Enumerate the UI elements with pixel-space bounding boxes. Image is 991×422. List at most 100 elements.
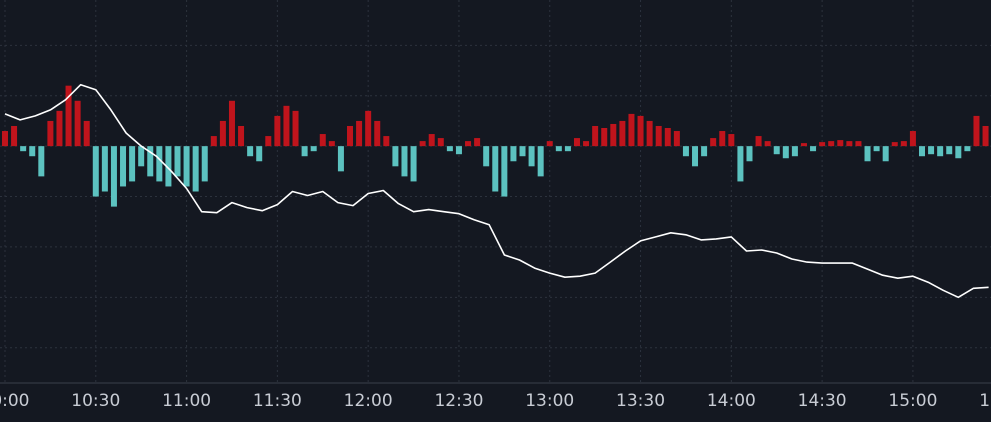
bar	[592, 125, 599, 147]
bar	[810, 146, 817, 152]
bar	[937, 146, 944, 157]
bar	[138, 146, 145, 167]
bar	[573, 138, 580, 147]
bar	[773, 146, 780, 155]
bar	[310, 146, 317, 152]
bar	[483, 146, 490, 167]
bar	[47, 120, 54, 147]
bar	[564, 146, 571, 152]
bar	[74, 100, 81, 147]
bar	[238, 125, 245, 147]
bar	[301, 146, 308, 157]
bar	[701, 146, 708, 157]
bar	[210, 136, 217, 147]
bar	[219, 120, 226, 147]
bar	[446, 146, 453, 152]
bar	[737, 146, 744, 182]
x-tick-label: 12:00	[344, 391, 393, 411]
bar	[419, 141, 426, 147]
bar	[101, 146, 108, 192]
bar	[201, 146, 208, 182]
bar	[891, 142, 898, 147]
bar	[283, 105, 290, 147]
bar	[174, 146, 181, 177]
bar	[110, 146, 117, 207]
bar	[909, 131, 916, 147]
x-tick-label: 11:00	[162, 391, 211, 411]
bar	[392, 146, 399, 167]
x-tick-label: 10:30	[71, 391, 120, 411]
bar	[646, 120, 653, 147]
bar	[383, 136, 390, 147]
bar	[192, 146, 199, 192]
bar	[846, 141, 853, 147]
bar	[800, 143, 807, 147]
bar	[610, 123, 617, 147]
bar	[328, 141, 335, 147]
bar	[374, 120, 381, 147]
bar	[519, 146, 526, 157]
bar	[692, 146, 699, 167]
bar	[165, 146, 172, 187]
bar	[147, 146, 154, 177]
bar	[728, 134, 735, 147]
bar	[882, 146, 889, 162]
bar	[764, 141, 771, 147]
bar	[837, 140, 844, 147]
bar	[56, 110, 63, 147]
bar	[637, 115, 644, 147]
bar	[20, 146, 27, 152]
bar	[410, 146, 417, 182]
bar	[29, 146, 36, 157]
bar	[710, 138, 717, 147]
bar	[256, 146, 263, 162]
bar	[528, 146, 535, 167]
x-tick-label: 15:30	[979, 391, 991, 411]
x-tick-label: 12:30	[434, 391, 483, 411]
bar	[347, 125, 354, 147]
bar	[11, 125, 18, 147]
bar	[982, 125, 989, 147]
bar	[864, 146, 871, 162]
bar	[964, 146, 971, 152]
bar	[501, 146, 508, 197]
bar	[401, 146, 408, 177]
bar	[474, 138, 481, 147]
bar	[437, 138, 444, 147]
x-tick-label: 14:00	[707, 391, 756, 411]
bar	[83, 120, 90, 147]
bar	[555, 146, 562, 152]
bar	[265, 136, 272, 147]
bar	[428, 134, 435, 147]
bar	[247, 146, 254, 157]
bar	[682, 146, 689, 157]
price-line	[4, 83, 989, 299]
bar	[583, 141, 590, 147]
bar	[156, 146, 163, 182]
bar	[918, 146, 925, 157]
bar	[755, 136, 762, 147]
x-tick-label: 11:30	[253, 391, 302, 411]
bar	[819, 142, 826, 147]
bar	[228, 100, 235, 147]
bar	[973, 115, 980, 147]
bar	[365, 110, 372, 147]
bar	[337, 146, 344, 172]
bar	[946, 146, 953, 155]
bar	[900, 141, 907, 147]
bar	[746, 146, 753, 162]
bar	[782, 146, 789, 159]
bar	[292, 110, 299, 147]
bar	[492, 146, 499, 192]
x-tick-label: 13:30	[616, 391, 665, 411]
bar	[455, 146, 462, 155]
bar	[183, 146, 190, 187]
bar	[855, 141, 862, 147]
bar	[356, 120, 363, 147]
x-tick-label: 10:00	[0, 391, 29, 411]
bar	[601, 128, 608, 147]
x-tick-label: 13:00	[525, 391, 574, 411]
bar	[791, 146, 798, 157]
bar	[1, 131, 8, 147]
